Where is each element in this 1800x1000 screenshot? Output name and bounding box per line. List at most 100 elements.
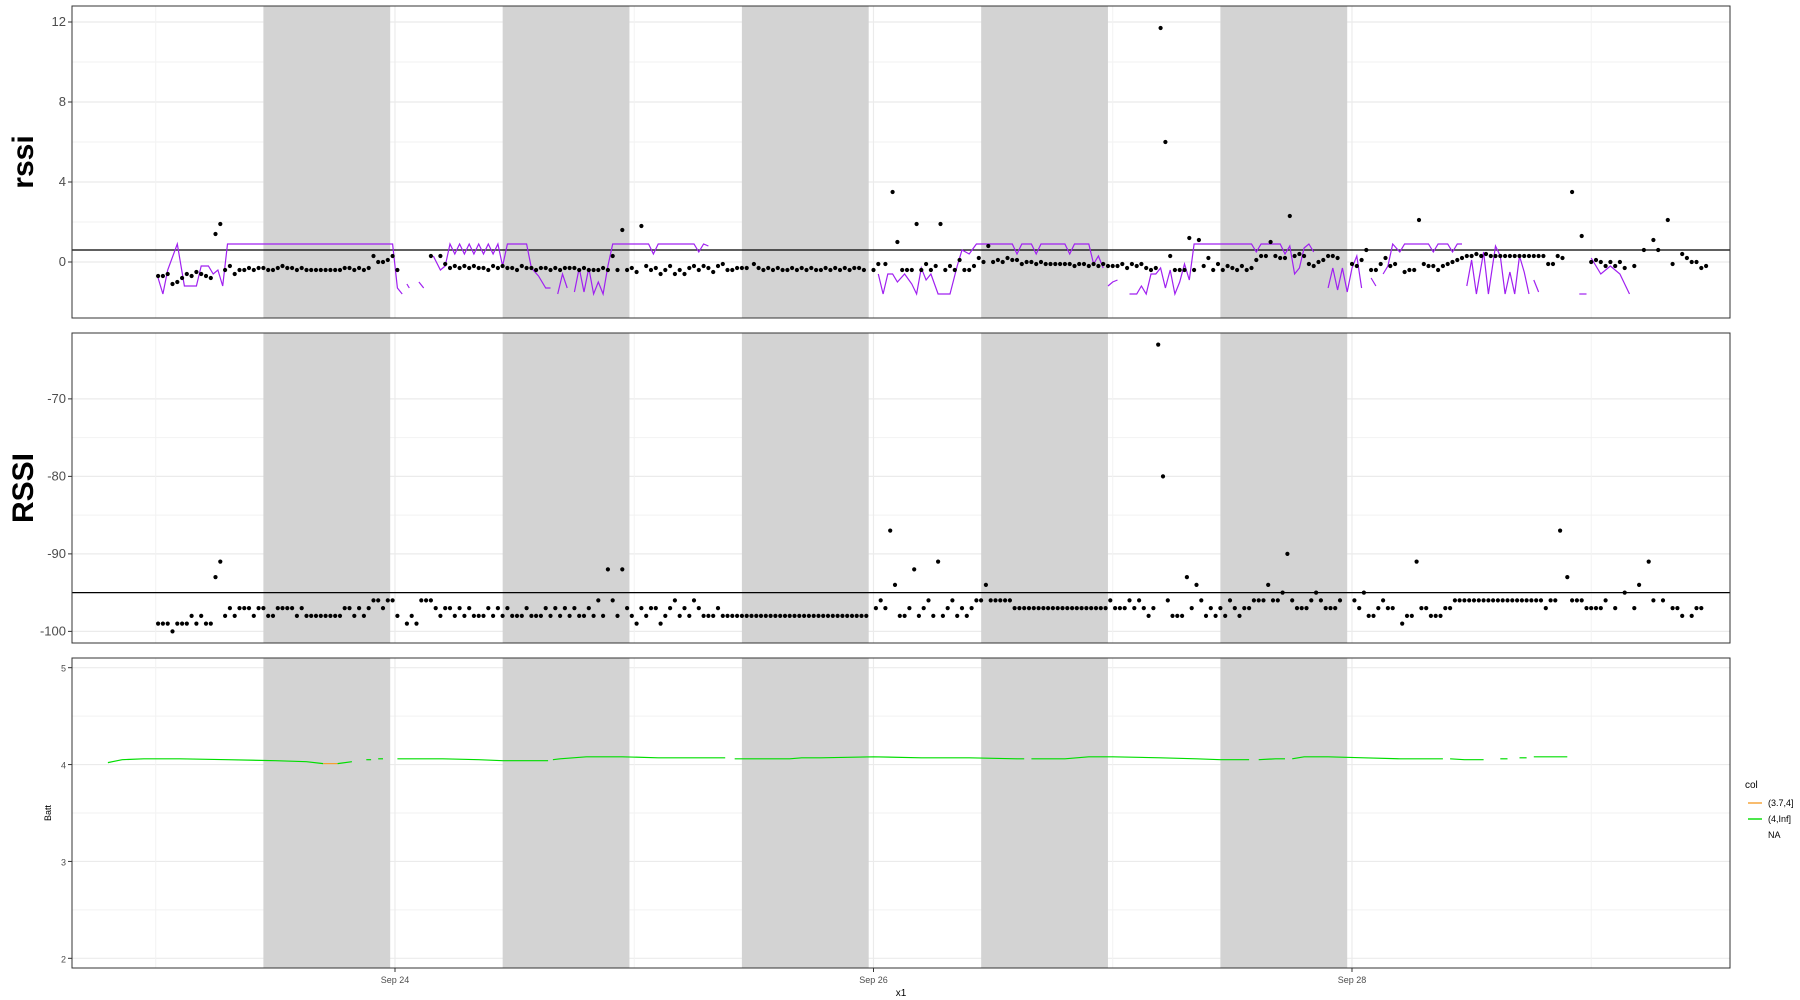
data-point: [1550, 261, 1556, 267]
data-point: [830, 613, 835, 619]
data-point: [902, 613, 907, 619]
data-point: [1230, 265, 1235, 271]
data-point: [548, 613, 553, 619]
data-point: [1316, 259, 1321, 265]
data-point: [644, 263, 649, 269]
data-point: [433, 606, 438, 611]
data-point: [1134, 263, 1139, 269]
data-point: [653, 265, 658, 271]
data-point: [1412, 267, 1417, 273]
data-point: [227, 263, 232, 269]
data-point: [687, 265, 692, 271]
data-point: [739, 613, 745, 619]
data-point: [1433, 613, 1438, 619]
data-point: [538, 265, 544, 271]
data-point: [294, 267, 299, 273]
data-point: [500, 263, 505, 269]
data-point: [505, 606, 510, 611]
data-point: [519, 613, 524, 619]
data-point: [476, 265, 481, 271]
data-point: [1603, 598, 1608, 603]
data-point: [849, 613, 855, 619]
data-point: [1072, 263, 1077, 269]
data-point: [313, 613, 319, 619]
data-point: [1684, 255, 1689, 261]
data-point: [213, 575, 218, 580]
data-point: [1500, 598, 1505, 603]
data-point: [1589, 606, 1594, 611]
data-point: [706, 265, 711, 271]
data-point: [280, 606, 285, 611]
data-point: [828, 267, 833, 273]
data-point: [385, 257, 390, 263]
data-point: [610, 253, 615, 259]
data-point: [1670, 261, 1675, 267]
data-point: [1574, 598, 1579, 603]
data-point: [639, 606, 644, 611]
data-point: [180, 275, 185, 281]
data-point: [1125, 265, 1130, 271]
data-point: [1182, 267, 1187, 273]
data-point: [1187, 235, 1192, 241]
data-point: [1168, 253, 1173, 259]
data-point: [782, 613, 788, 619]
data-point: [1656, 247, 1661, 253]
data-point: [1060, 606, 1065, 611]
night-band: [1220, 333, 1348, 643]
data-point: [625, 267, 630, 273]
series-line: [107, 758, 324, 765]
data-point: [775, 265, 780, 271]
data-point: [754, 613, 759, 619]
data-point: [203, 273, 209, 279]
data-point: [227, 606, 232, 611]
data-point: [486, 267, 491, 273]
data-point: [852, 265, 857, 271]
data-point: [333, 613, 338, 619]
data-point: [1239, 263, 1244, 269]
data-point: [988, 598, 993, 603]
data-point: [208, 621, 213, 626]
data-point: [596, 267, 601, 273]
data-point: [1050, 606, 1055, 611]
data-point: [1031, 606, 1036, 611]
data-point: [180, 621, 185, 626]
data-point: [352, 613, 357, 619]
data-point: [495, 606, 500, 611]
data-point: [1000, 259, 1005, 265]
data-point: [1256, 598, 1261, 603]
data-point: [687, 613, 692, 619]
data-point: [160, 273, 165, 279]
data-point: [842, 265, 847, 271]
data-point: [1101, 261, 1106, 267]
data-point: [553, 265, 558, 271]
data-point: [1285, 551, 1290, 557]
data-point: [428, 598, 433, 603]
data-point: [357, 606, 362, 611]
data-point: [993, 598, 998, 603]
data-point: [1184, 575, 1189, 580]
data-point: [601, 265, 606, 271]
data-point: [309, 613, 314, 619]
data-point: [1524, 598, 1529, 603]
data-point: [1335, 255, 1340, 261]
data-point: [1242, 606, 1247, 611]
panel-border: [71, 657, 1731, 969]
data-point: [1203, 613, 1209, 619]
data-point: [739, 265, 745, 271]
data-point: [835, 613, 840, 619]
data-point: [462, 263, 467, 269]
data-point: [1010, 257, 1015, 263]
data-point: [1651, 237, 1656, 243]
data-point: [1093, 606, 1099, 611]
data-point: [1680, 613, 1685, 619]
legend: col (3.7,4] (4,Inf] NA: [1745, 780, 1794, 840]
data-point: [809, 265, 814, 271]
data-point: [1483, 251, 1489, 257]
data-point: [672, 598, 678, 603]
data-point: [979, 598, 984, 603]
data-point: [1038, 259, 1044, 265]
data-point: [663, 267, 668, 273]
data-point: [1290, 598, 1295, 603]
data-point: [1529, 598, 1534, 603]
series-line: [432, 242, 551, 289]
